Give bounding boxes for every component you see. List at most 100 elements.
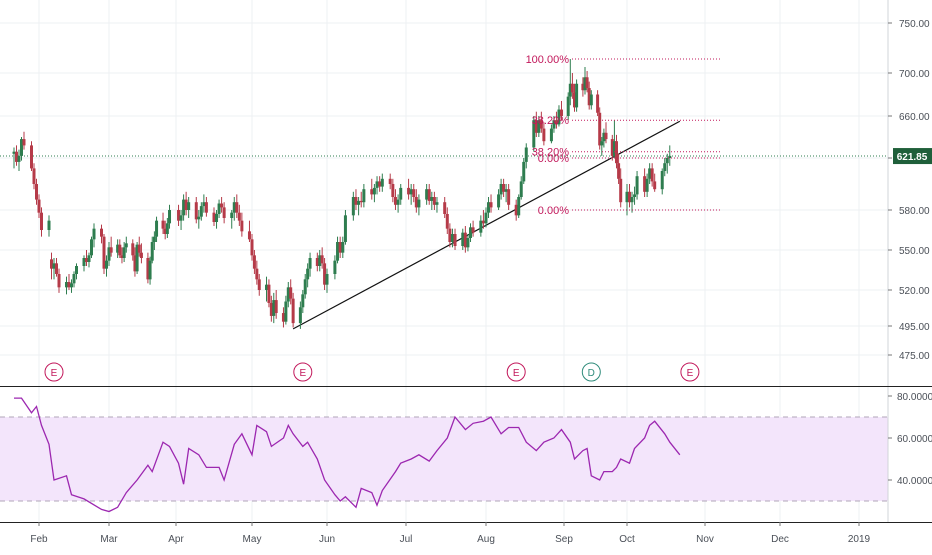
rsi-tick-label: 60.0000 [897,434,932,445]
candle-body [57,274,61,288]
candle-body [534,120,538,133]
candle-body [504,189,508,192]
candle-body [519,181,523,197]
candle-body [391,184,395,197]
earnings-event-marker [44,362,64,382]
candle-body [257,279,261,290]
candle-body [265,284,269,290]
candle-body [469,227,473,238]
last-price-label: 621.85 [897,152,928,163]
candle-body [291,298,295,324]
candle-body [87,255,91,262]
time-tick-label: Nov [696,534,714,545]
candle-body [453,234,457,246]
candle-body [587,88,591,106]
candle-body [301,294,305,308]
candle-body [393,197,397,205]
candle-body [532,120,536,148]
candle-body [596,94,600,113]
fib-lower-level-label: 38.20% [532,147,570,159]
candle-body [47,220,51,230]
candle-body [30,145,33,169]
time-tick-label: Jul [400,534,413,545]
time-tick-label: 2019 [848,534,871,545]
candle-body [663,163,667,171]
rsi-band [0,417,888,501]
candle-body [602,132,606,142]
candle-body [575,83,579,108]
candle-body [230,212,234,218]
candle-body [17,155,21,162]
candle-body [308,258,312,269]
candle-body [466,238,470,248]
candle-body [155,220,159,237]
candle-body [217,203,221,214]
candle-body [267,284,271,303]
candle-body [139,252,143,258]
candle-body [40,212,43,230]
candle-body [514,204,518,216]
candle-body [255,268,259,280]
time-tick-label: Oct [619,534,635,545]
price-tick-label: 750.00 [899,19,930,30]
candle-body [522,161,526,182]
time-tick-label: Dec [771,534,789,545]
candle-body [12,151,16,154]
candle-body [412,189,416,197]
candle-body [445,214,449,229]
candle-body [448,228,452,242]
candle-body [559,109,563,116]
candle-body [182,199,186,216]
candle-body [184,199,188,210]
candle-body [425,189,429,200]
candle-body [630,197,634,203]
candle-body [146,258,150,280]
candle-body [122,247,126,258]
candle-body [323,263,327,285]
candle-body [237,212,241,221]
candle-body [357,200,361,205]
candle-body [343,215,347,242]
candle-body [306,268,310,280]
price-tick-label: 550.00 [899,246,930,257]
candle-body [432,197,436,205]
time-tick-label: Jun [319,534,335,545]
candle-body [212,212,216,222]
candle-body [179,215,183,221]
candle-body [55,263,58,274]
candle-body [70,283,73,288]
candle-body [362,189,366,203]
candle-body [168,210,172,224]
candle-body [625,191,629,203]
earnings-event-label: E [687,368,694,379]
candle-body [643,176,647,192]
candle-body [612,141,616,156]
candle-body [137,244,141,253]
price-tick-label: 660.00 [899,112,930,123]
time-tick-label: Feb [30,534,48,545]
time-tick-label: May [243,534,262,545]
candle-body [653,181,657,190]
candle-body [542,128,546,142]
time-tick-label: Apr [168,534,184,545]
candle-body [443,202,447,214]
candle-body [471,227,475,233]
price-tick-label: 495.00 [899,322,930,333]
candle-body [92,228,96,240]
candle-body [35,184,38,200]
candle-body [549,128,553,142]
candle-body [537,120,541,133]
candle-body [197,216,201,220]
candle-body [487,202,491,213]
candle-body [32,168,36,184]
candle-body [163,228,167,234]
price-tick-label: 520.00 [899,286,930,297]
candle-body [617,163,621,179]
rsi-line [14,397,681,513]
candle-body [570,83,574,93]
candle-body [517,197,521,216]
candle-body [604,132,608,140]
candle-body [388,178,392,184]
candle-body [215,214,219,222]
